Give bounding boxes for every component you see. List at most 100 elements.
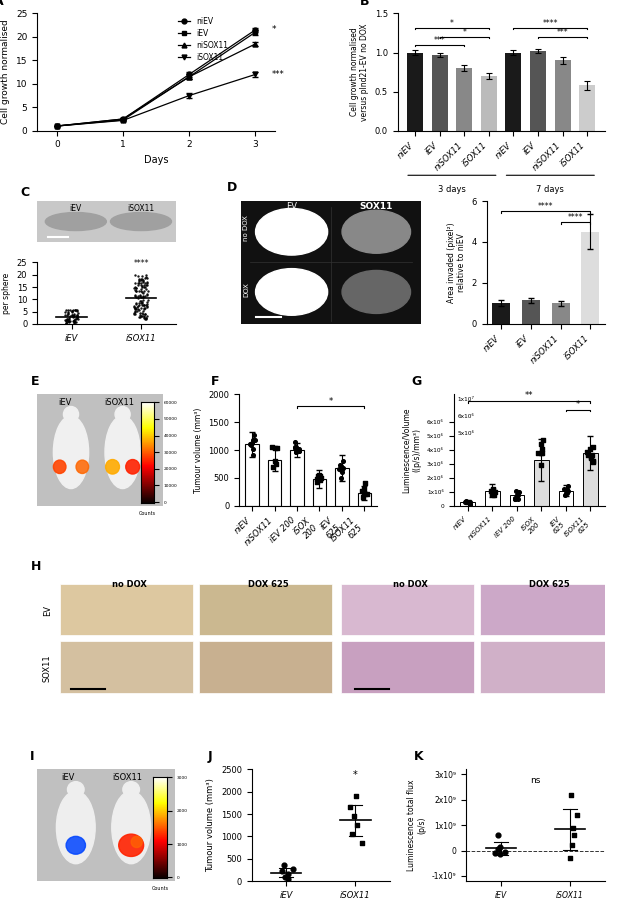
Point [291, 445, 301, 459]
Point [72, 304, 82, 318]
Point [136, 298, 146, 312]
Point [135, 293, 145, 307]
Y-axis label: Cell growth normalised
versus pInd21-EV no DOX: Cell growth normalised versus pInd21-EV … [350, 23, 369, 120]
Point [67, 305, 77, 319]
Point [514, 485, 524, 500]
Point [143, 293, 152, 307]
Point [586, 450, 595, 465]
Point [142, 275, 152, 289]
Bar [558, 491, 573, 506]
Bar [246, 444, 259, 506]
Point [135, 298, 144, 312]
Point [61, 316, 71, 330]
Ellipse shape [342, 210, 410, 254]
Point [560, 488, 570, 503]
Ellipse shape [106, 459, 120, 474]
Point [131, 298, 141, 312]
Point [495, 847, 505, 861]
Point [510, 491, 520, 505]
Point [70, 312, 80, 326]
Point [490, 846, 500, 860]
Point [315, 473, 325, 487]
Text: 6x10⁶: 6x10⁶ [458, 414, 474, 419]
Point [313, 468, 323, 483]
Point [136, 279, 146, 293]
Y-axis label: Luminescence/Volume
((p/s)/mm³): Luminescence/Volume ((p/s)/mm³) [402, 407, 421, 493]
Point [291, 445, 300, 459]
Point [336, 458, 346, 472]
Ellipse shape [255, 269, 328, 316]
Point [290, 440, 300, 454]
Point [245, 437, 255, 451]
Point [136, 276, 146, 290]
Point [70, 315, 80, 329]
Point [137, 271, 147, 286]
Point [72, 311, 82, 325]
Bar [456, 68, 472, 130]
Text: ****: **** [538, 202, 553, 211]
Point [465, 496, 474, 511]
Point [135, 288, 145, 302]
Point [136, 290, 146, 305]
Point [135, 307, 144, 322]
Point [131, 284, 141, 298]
Point [131, 284, 141, 298]
Point [138, 307, 148, 321]
Text: iEV: iEV [61, 773, 74, 782]
Point [249, 428, 259, 442]
Point [138, 289, 147, 304]
Point [336, 471, 346, 485]
Ellipse shape [255, 209, 328, 255]
Point [68, 314, 78, 328]
Point [290, 435, 300, 450]
Point [513, 488, 523, 503]
Point [61, 303, 71, 317]
Point [60, 305, 70, 319]
Text: iEV: iEV [58, 397, 72, 406]
Point [583, 448, 593, 462]
Point [138, 304, 148, 318]
Point [587, 440, 597, 454]
Point [511, 484, 521, 498]
Point [486, 484, 496, 498]
Point [130, 302, 140, 316]
Ellipse shape [54, 460, 66, 474]
Text: EV: EV [43, 605, 52, 616]
X-axis label: Days: Days [144, 155, 168, 165]
Point [246, 437, 256, 451]
Point [495, 840, 505, 854]
Point [142, 287, 152, 301]
Text: ns: ns [530, 776, 540, 785]
Point [337, 462, 347, 476]
Point [493, 828, 503, 842]
Point [346, 800, 355, 814]
Point [141, 310, 151, 325]
Text: SOX11: SOX11 [43, 654, 52, 682]
Point [534, 446, 544, 460]
Point [141, 311, 151, 325]
Text: *: * [576, 400, 581, 409]
Point [336, 458, 346, 473]
Point [71, 302, 81, 316]
Y-axis label: Cell growth normalised: Cell growth normalised [1, 20, 10, 124]
Bar [534, 459, 549, 506]
Point [360, 476, 370, 491]
Point [130, 276, 139, 290]
Bar [579, 85, 595, 130]
Point [138, 273, 147, 288]
Point [72, 308, 82, 323]
Point [136, 272, 146, 287]
Bar [583, 453, 598, 506]
Point [62, 312, 72, 326]
Point [136, 294, 146, 308]
Point [291, 440, 301, 454]
Point [572, 808, 582, 823]
Point [61, 314, 71, 328]
Point [133, 299, 143, 314]
Point [68, 313, 78, 327]
Point [139, 298, 149, 312]
Point [279, 859, 289, 873]
Point [134, 273, 144, 288]
Point [69, 308, 79, 323]
Text: iSOX11: iSOX11 [104, 397, 134, 406]
